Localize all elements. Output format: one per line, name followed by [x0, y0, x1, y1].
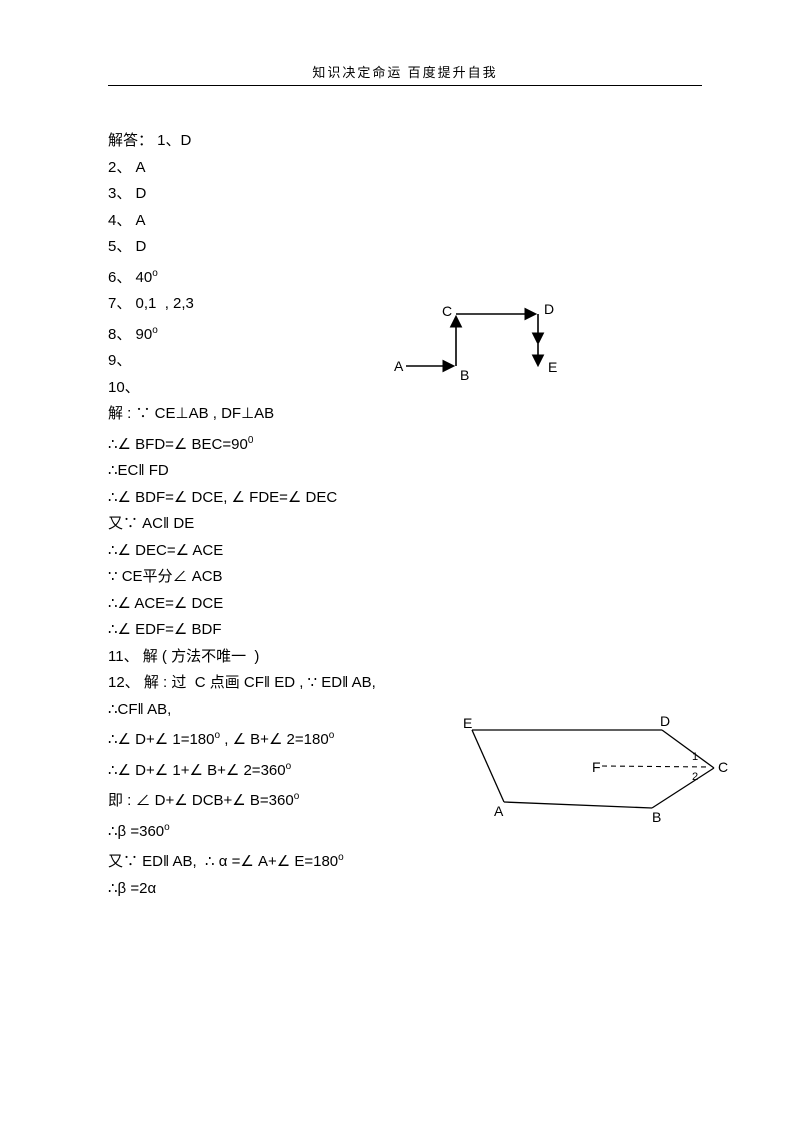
text-line: ∴∠ EDF=∠ BDF: [108, 617, 702, 644]
text-line: ∴β =2α: [108, 876, 702, 903]
text-line: ∴∠ ACE=∠ DCE: [108, 591, 702, 618]
figure-2: E D C B A F 1 2: [452, 712, 732, 832]
text-line: ∵ CE平分∠ ACB: [108, 564, 702, 591]
fig1-label-e: E: [548, 359, 557, 375]
text-line: 11、 解 ( 方法不唯一 ): [108, 644, 702, 671]
text-line: ∴∠ BFD=∠ BEC=900: [108, 428, 702, 459]
fig2-label-f: F: [592, 759, 601, 775]
header-rule: [108, 85, 702, 86]
fig1-label-c: C: [442, 303, 452, 319]
text-line: 2、 A: [108, 155, 702, 182]
fig2-label-b: B: [652, 809, 661, 825]
superscript: o: [294, 791, 300, 802]
figure-1: A B C D E: [390, 300, 600, 390]
superscript: o: [329, 730, 335, 741]
fig1-label-a: A: [394, 358, 404, 374]
fig2-label-a: A: [494, 803, 504, 819]
superscript: o: [215, 730, 221, 741]
text-line: 又∵ ED‖ AB, ∴ α =∠ A+∠ E=180o: [108, 845, 702, 876]
fig2-label-e: E: [463, 715, 472, 731]
superscript: o: [152, 325, 158, 336]
superscript: o: [286, 761, 292, 772]
text-line: 4、 A: [108, 208, 702, 235]
text-line: 解 : ∵ CE⊥AB , DF⊥AB: [108, 401, 702, 428]
text-line: 解答： 1、D: [108, 128, 702, 155]
text-line: 12、 解 : 过 C 点画 CF‖ ED , ∵ ED‖ AB,: [108, 670, 702, 697]
text-line: 又∵ AC‖ DE: [108, 511, 702, 538]
page-header: 知识决定命运 百度提升自我: [108, 62, 702, 81]
text-line: 5、 D: [108, 234, 702, 261]
text-line: ∴∠ BDF=∠ DCE, ∠ FDE=∠ DEC: [108, 485, 702, 512]
superscript: o: [152, 268, 158, 279]
text-line: ∴EC‖ FD: [108, 458, 702, 485]
fig1-label-d: D: [544, 301, 554, 317]
superscript: o: [164, 822, 170, 833]
text-line: ∴∠ DEC=∠ ACE: [108, 538, 702, 565]
superscript: o: [338, 852, 344, 863]
fig1-label-b: B: [460, 367, 469, 383]
superscript: 0: [248, 435, 254, 446]
fig2-label-2: 2: [692, 771, 698, 783]
fig2-label-1: 1: [692, 751, 698, 763]
fig2-label-c: C: [718, 759, 728, 775]
fig2-label-d: D: [660, 713, 670, 729]
text-line: 3、 D: [108, 181, 702, 208]
text-line: 6、 40o: [108, 261, 702, 292]
